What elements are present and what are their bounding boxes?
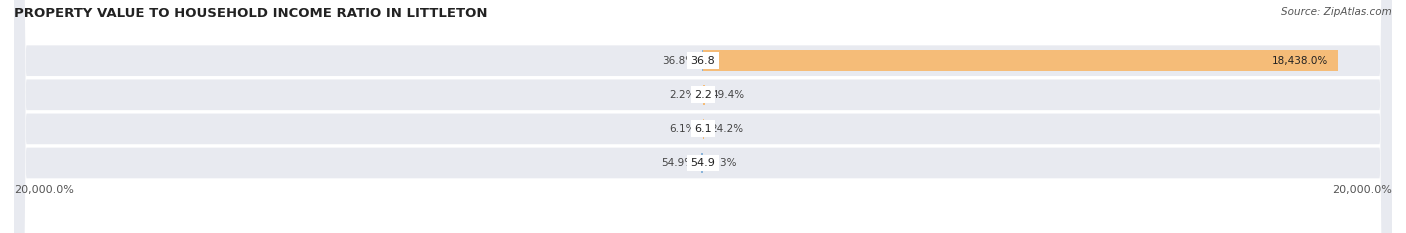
FancyBboxPatch shape	[14, 0, 1392, 233]
Text: 36.8: 36.8	[690, 56, 716, 66]
Text: Source: ZipAtlas.com: Source: ZipAtlas.com	[1281, 7, 1392, 17]
Text: PROPERTY VALUE TO HOUSEHOLD INCOME RATIO IN LITTLETON: PROPERTY VALUE TO HOUSEHOLD INCOME RATIO…	[14, 7, 488, 20]
Text: 49.4%: 49.4%	[711, 90, 745, 100]
FancyBboxPatch shape	[14, 0, 1392, 233]
FancyBboxPatch shape	[14, 0, 1392, 233]
Text: 2.2: 2.2	[695, 90, 711, 100]
FancyBboxPatch shape	[14, 0, 1392, 233]
Text: 36.8%: 36.8%	[662, 56, 695, 66]
Text: 54.9: 54.9	[690, 158, 716, 168]
Bar	[703, 51, 1339, 71]
Bar	[703, 85, 704, 105]
Text: 6.1: 6.1	[695, 124, 711, 134]
Bar	[702, 153, 703, 173]
Text: 18,438.0%: 18,438.0%	[1271, 56, 1327, 66]
Text: 20,000.0%: 20,000.0%	[14, 185, 75, 195]
Text: 24.2%: 24.2%	[710, 124, 744, 134]
Text: 54.9%: 54.9%	[661, 158, 695, 168]
Text: 20,000.0%: 20,000.0%	[1331, 185, 1392, 195]
Text: 2.2%: 2.2%	[669, 90, 696, 100]
Text: 9.3%: 9.3%	[710, 158, 737, 168]
Text: 6.1%: 6.1%	[669, 124, 696, 134]
